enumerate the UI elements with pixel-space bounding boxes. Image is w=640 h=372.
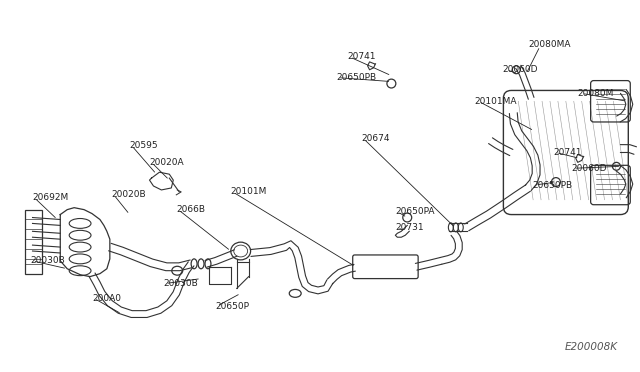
Text: 20650P: 20650P xyxy=(215,302,249,311)
Text: 20080MA: 20080MA xyxy=(528,40,571,49)
Text: 20030B: 20030B xyxy=(163,279,198,288)
Text: 20020B: 20020B xyxy=(112,190,147,199)
Text: 20741: 20741 xyxy=(348,52,376,61)
Text: 20060D: 20060D xyxy=(572,164,607,173)
Text: 200A0: 200A0 xyxy=(92,294,121,303)
Text: 2066B: 2066B xyxy=(176,205,205,214)
Text: 20674: 20674 xyxy=(362,134,390,143)
Text: 20101MA: 20101MA xyxy=(475,97,517,106)
Text: 20741: 20741 xyxy=(553,148,582,157)
Text: 20650PB: 20650PB xyxy=(532,180,572,189)
Text: 20650PA: 20650PA xyxy=(396,207,435,216)
Text: 20692M: 20692M xyxy=(33,193,68,202)
Text: 20060D: 20060D xyxy=(502,65,538,74)
Text: 20030B: 20030B xyxy=(31,256,65,265)
Text: 20020A: 20020A xyxy=(150,158,184,167)
Text: E200008K: E200008K xyxy=(564,343,618,353)
Text: 20080M: 20080M xyxy=(578,89,614,98)
Text: 20731: 20731 xyxy=(396,223,424,232)
Bar xyxy=(24,210,42,274)
Text: 20595: 20595 xyxy=(130,141,158,150)
Text: 20650PB: 20650PB xyxy=(336,73,376,82)
Text: 20101M: 20101M xyxy=(231,187,267,196)
